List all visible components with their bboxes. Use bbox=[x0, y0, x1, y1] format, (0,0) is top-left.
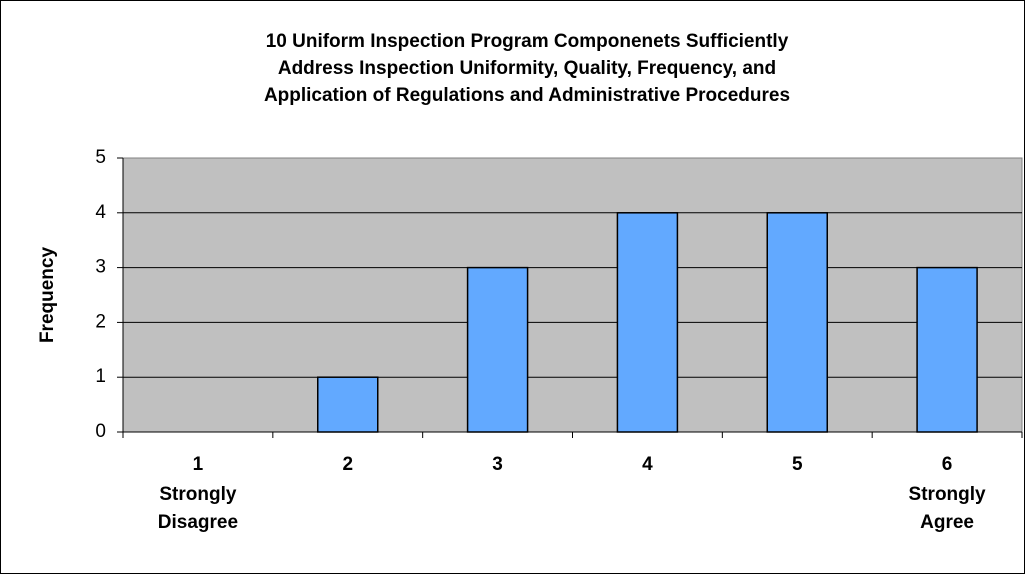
bar bbox=[616, 212, 679, 433]
bar bbox=[466, 266, 529, 433]
x-tick-label: 6 bbox=[942, 454, 953, 475]
chart-title: Address Inspection Uniformity, Quality, … bbox=[278, 58, 776, 79]
y-tick-label: 2 bbox=[95, 311, 106, 332]
plot-area bbox=[122, 157, 1023, 433]
category-annotation: Disagree bbox=[158, 512, 238, 533]
y-tick-label: 0 bbox=[95, 421, 106, 442]
x-tick-label: 1 bbox=[193, 454, 204, 475]
y-tick-label: 1 bbox=[95, 366, 106, 387]
y-tick-label: 4 bbox=[95, 202, 106, 223]
y-tick-label: 3 bbox=[95, 257, 106, 278]
x-tick-label: 5 bbox=[792, 454, 803, 475]
y-axis-label: Frequency bbox=[37, 247, 58, 344]
y-tick-label: 5 bbox=[95, 147, 106, 168]
bar bbox=[317, 376, 379, 433]
x-tick-label: 3 bbox=[492, 454, 503, 475]
category-annotation: Strongly bbox=[909, 484, 986, 505]
x-tick-label: 2 bbox=[342, 454, 353, 475]
category-annotation: Strongly bbox=[159, 484, 236, 505]
category-annotation: Agree bbox=[920, 512, 974, 533]
chart-title: Application of Regulations and Administr… bbox=[264, 85, 790, 106]
bar bbox=[766, 212, 828, 433]
bar bbox=[916, 266, 978, 433]
x-tick-label: 4 bbox=[642, 454, 653, 475]
chart-title: 10 Uniform Inspection Program Componenet… bbox=[266, 31, 789, 52]
